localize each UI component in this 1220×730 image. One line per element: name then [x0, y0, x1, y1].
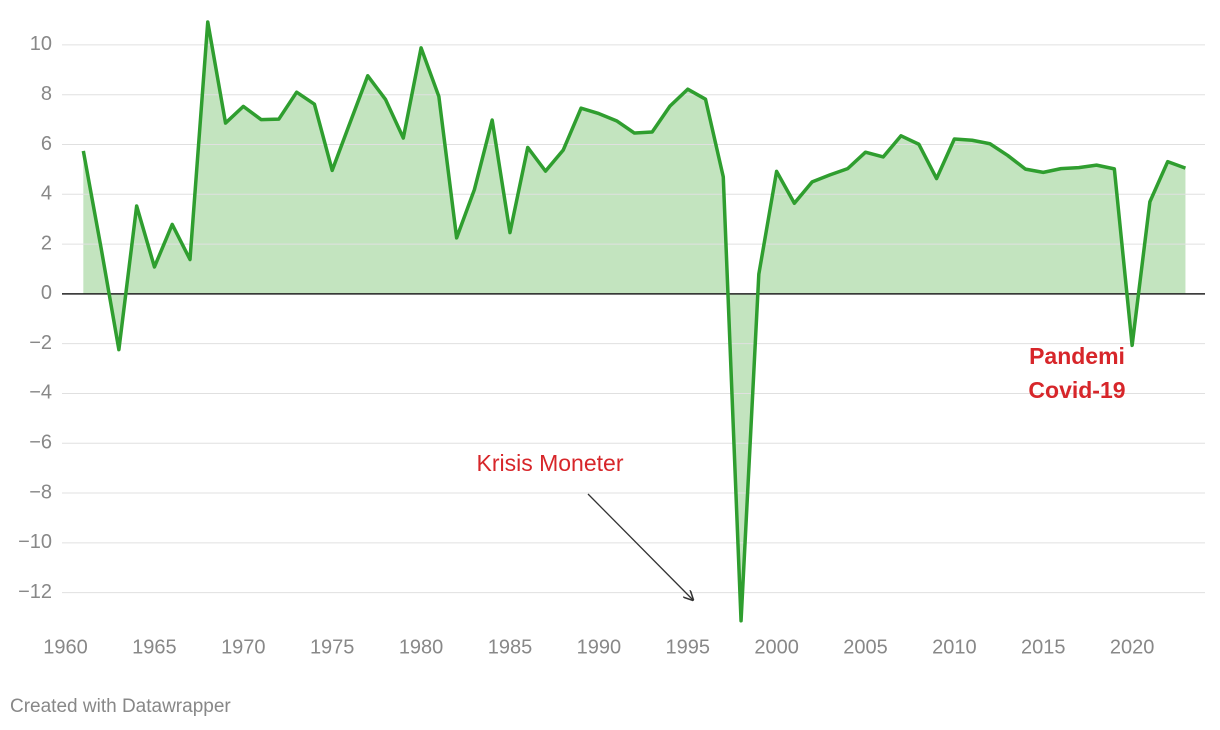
- x-tick-label: 1960: [43, 636, 88, 658]
- annotation: Krisis Moneter: [477, 450, 624, 476]
- plot-area: 10 8 6 4 2 0 −2 −4 −6 −8 −10 −12 1960 1965 1970 1975 198…: [18, 20, 1205, 658]
- annotation-arrow: [587, 493, 693, 600]
- y-tick-label: 6: [41, 133, 52, 155]
- footer: Created with Datawrapper: [10, 696, 231, 717]
- annotation: Covid-19: [1028, 377, 1125, 403]
- y-tick-label: −4: [29, 382, 52, 404]
- x-tick-label: 1995: [665, 636, 710, 658]
- y-tick-label: 0: [41, 282, 52, 304]
- y-tick-label: 2: [41, 232, 52, 254]
- x-tick-label: 1965: [132, 636, 177, 658]
- x-tick-label: 2015: [1021, 636, 1066, 658]
- y-tick-label: −2: [29, 332, 52, 354]
- y-tick-label: −8: [29, 481, 52, 503]
- x-tick-label: 2020: [1110, 636, 1155, 658]
- x-tick-label: 1975: [310, 636, 355, 658]
- y-tick-label: −6: [29, 432, 52, 454]
- x-tick-label: 1990: [577, 636, 622, 658]
- line: [81, 20, 1187, 623]
- x-tick-label: 2010: [932, 636, 977, 658]
- x-tick-label: 2005: [843, 636, 888, 658]
- y-tick-label: 8: [41, 83, 52, 105]
- y-tick-label: −10: [18, 531, 52, 553]
- annotation: Pandemi: [1029, 343, 1125, 369]
- x-tick-label: 1985: [488, 636, 533, 658]
- y-tick-label: −12: [18, 581, 52, 603]
- x-tick-label: 1970: [221, 636, 266, 658]
- x-tick-label: 2000: [754, 636, 799, 658]
- area: [83, 21, 1186, 621]
- y-tick-label: 4: [41, 183, 52, 205]
- x-tick-label: 1980: [399, 636, 444, 658]
- y-tick-label: 10: [30, 33, 52, 55]
